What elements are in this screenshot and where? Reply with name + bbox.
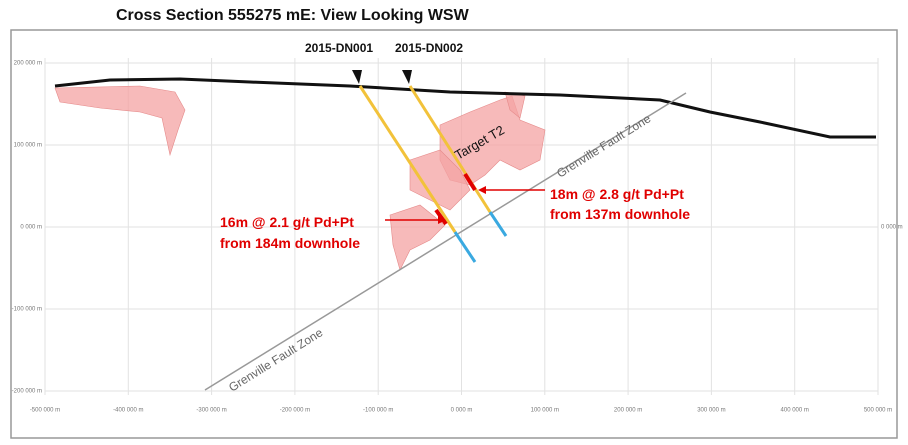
- arrowhead: [478, 186, 486, 194]
- x-tick-label: -300 000 m: [196, 408, 226, 414]
- x-tick-label: 100 000 m: [531, 408, 559, 414]
- ore-bodies: [54, 85, 546, 271]
- drill-trace: [488, 211, 508, 237]
- x-tick-label: 300 000 m: [697, 408, 725, 414]
- x-tick-label: -500 000 m: [30, 408, 60, 414]
- annotation: from 184m downhole: [220, 235, 360, 251]
- x-tick-label: 0 000 m: [451, 408, 473, 414]
- x-tick-label: 200 000 m: [614, 408, 642, 414]
- x-tick-label: -400 000 m: [113, 408, 143, 414]
- drill-trace: [453, 231, 477, 263]
- annotation: 16m @ 2.1 g/t Pd+Pt: [220, 214, 354, 230]
- grid: -500 000 m -400 000 m -300 000 m -200 000 m…: [12, 58, 903, 414]
- drill-label: 2015-DN002: [395, 41, 463, 55]
- arrowhead: [438, 216, 446, 224]
- intercept: [434, 208, 448, 226]
- y-tick-label: -200 000 m: [12, 389, 42, 395]
- drill-trace: [358, 85, 457, 233]
- fault-line: [204, 92, 687, 391]
- topography: [54, 77, 876, 139]
- x-tick-label: -100 000 m: [363, 408, 393, 414]
- y-tick-label: 0 000 m: [20, 225, 42, 231]
- collar-marker: [352, 70, 362, 84]
- x-tick-label: 500 000 m: [864, 408, 892, 414]
- y-tick-label: 0 000 m: [881, 225, 903, 231]
- collar-marker: [402, 70, 412, 84]
- y-tick-label: 100 000 m: [14, 143, 42, 149]
- ore-body: [54, 85, 186, 157]
- intercept: [463, 172, 477, 192]
- drill-trace: [408, 85, 492, 213]
- x-tick-label: 400 000 m: [781, 408, 809, 414]
- annotation: 18m @ 2.8 g/t Pd+Pt: [550, 186, 684, 202]
- drill-label: 2015-DN001: [305, 41, 373, 55]
- ore-body: [409, 149, 471, 211]
- y-tick-label: 200 000 m: [14, 61, 42, 67]
- title: Cross Section 555275 mE: View Looking WS…: [116, 7, 470, 24]
- y-tick-label: -100 000 m: [12, 307, 42, 313]
- ore-body: [389, 204, 446, 271]
- x-tick-label: -200 000 m: [280, 408, 310, 414]
- annotation: from 137m downhole: [550, 206, 690, 222]
